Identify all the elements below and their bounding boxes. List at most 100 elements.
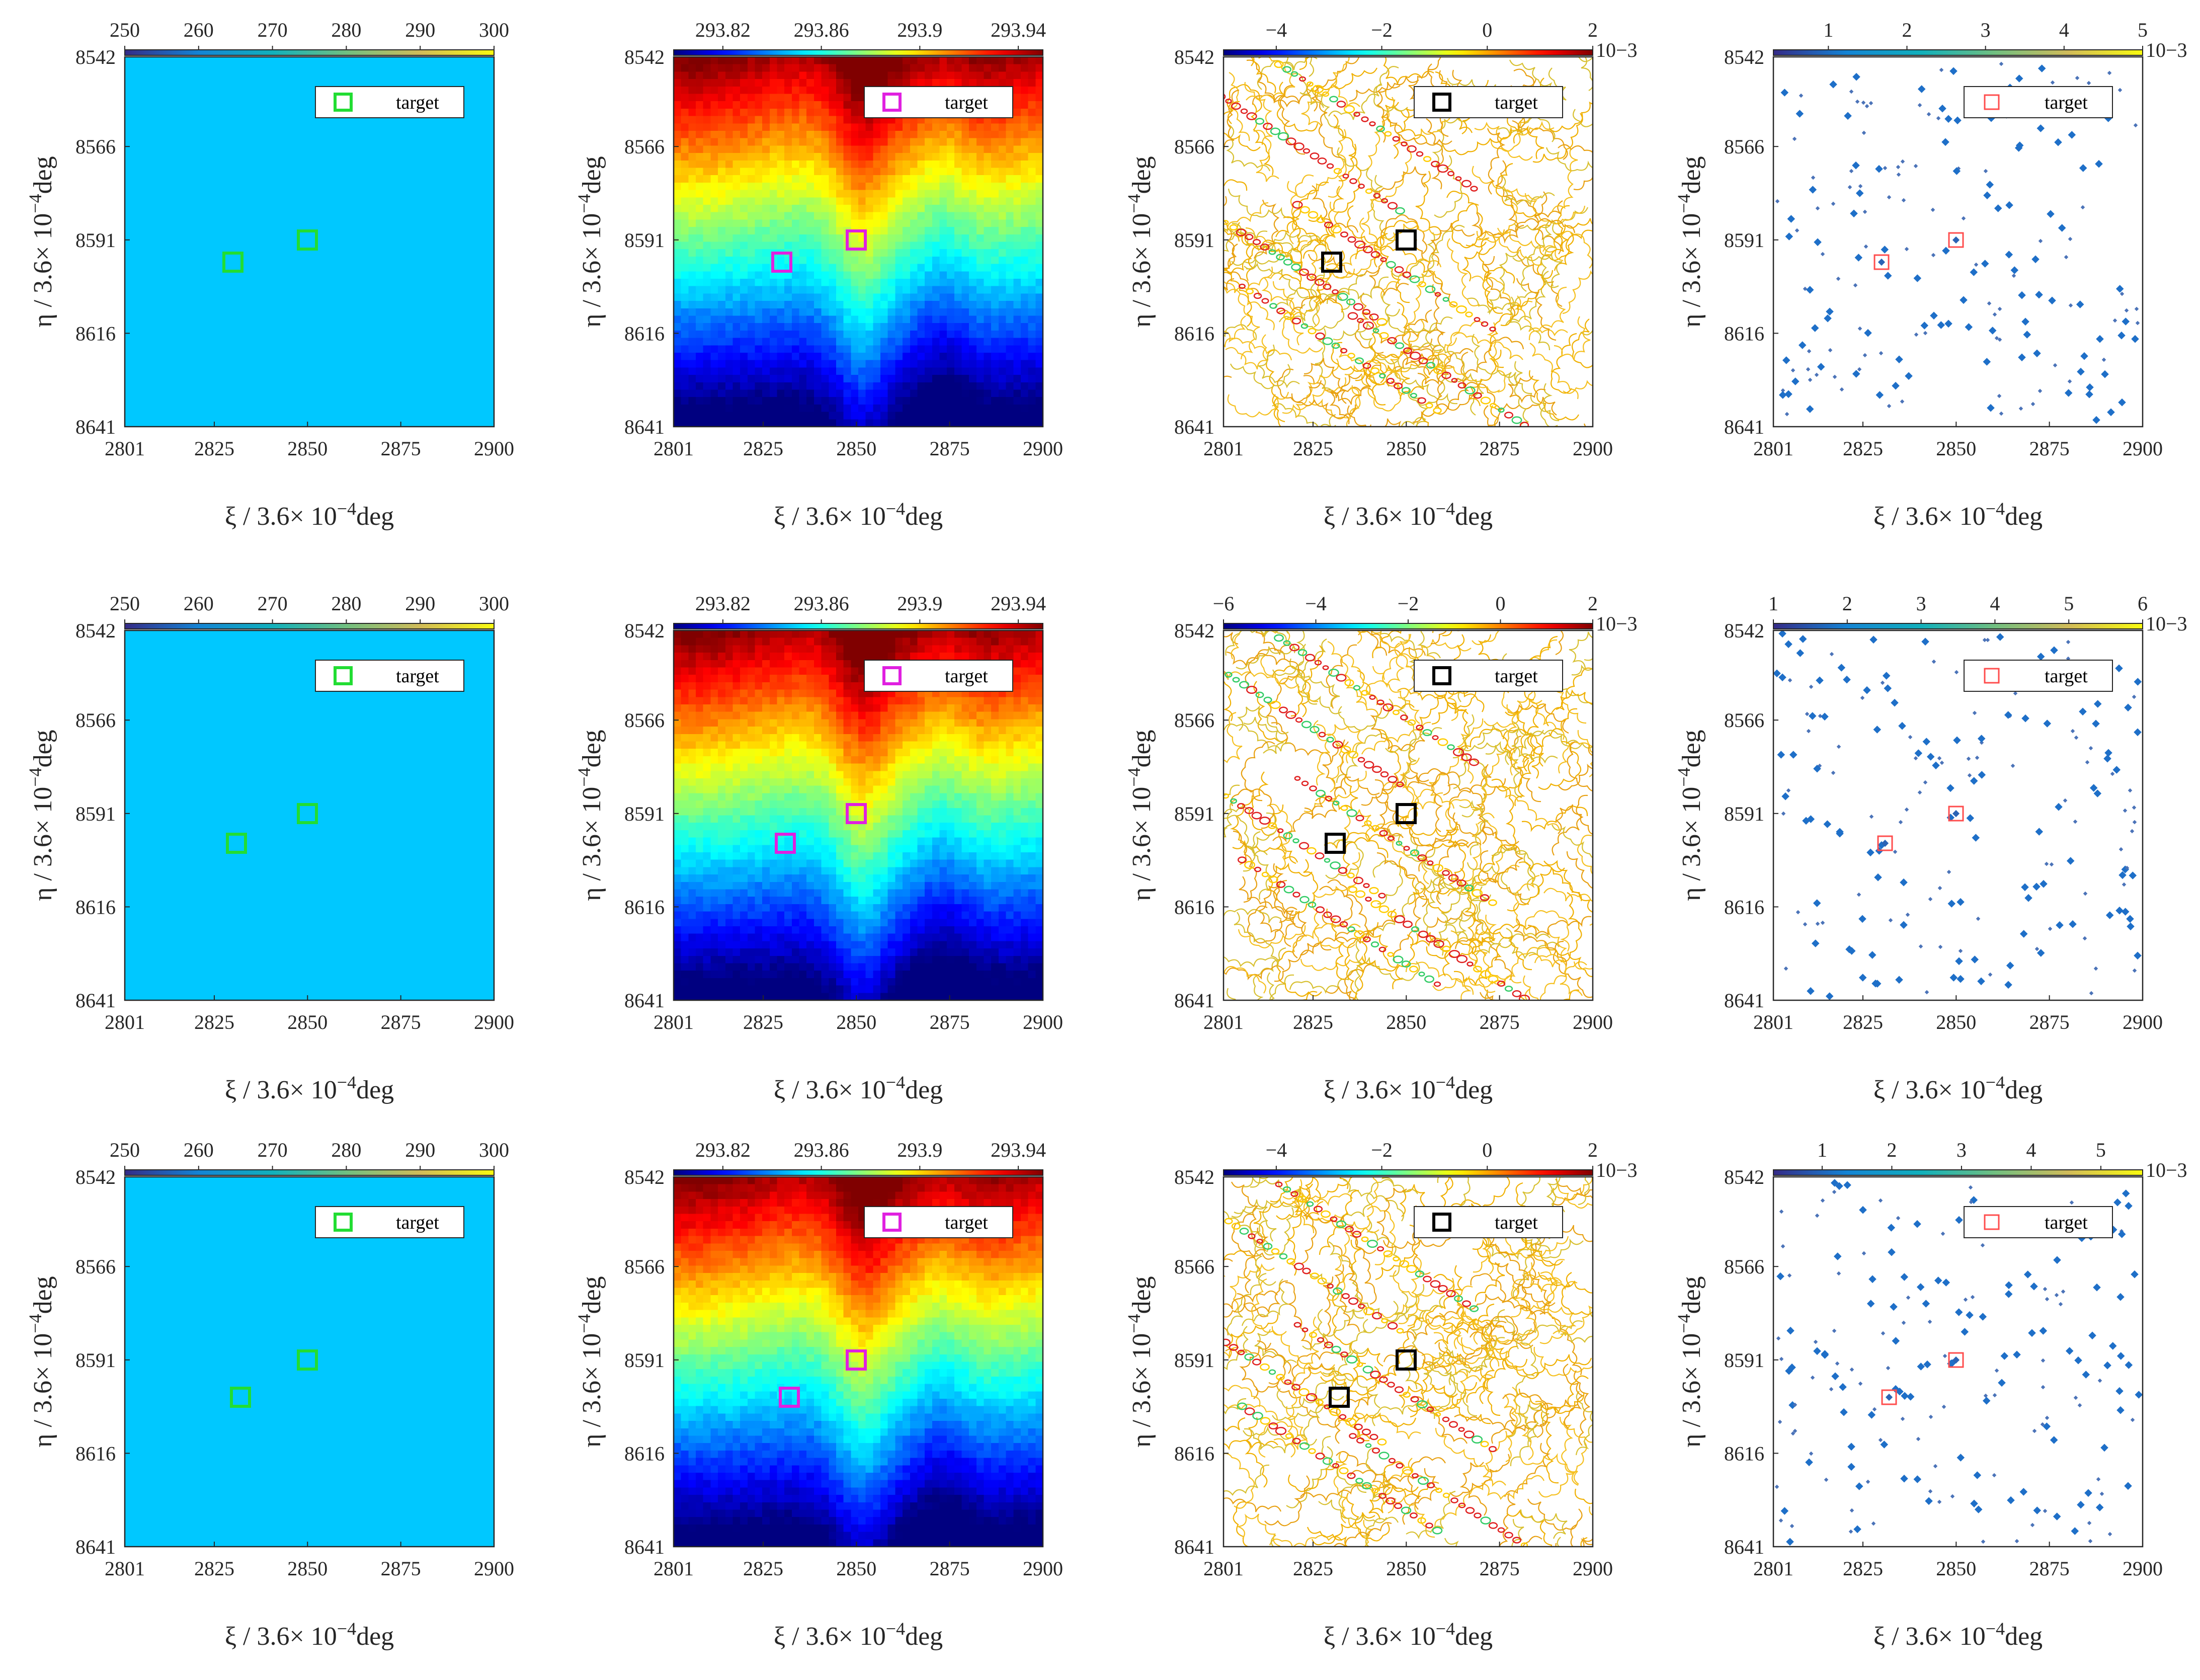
x-tick-label: 2825: [1843, 437, 1883, 460]
colorbar: −6 −4 −2 0 210−3: [1213, 592, 1638, 635]
colorbar: 250 260 270 280 290 300: [110, 19, 509, 56]
legend-label: target: [945, 92, 988, 113]
colorbar: 293.82 293.86 293.9 293.94: [673, 1139, 1046, 1176]
colorbar-tick-label: 3: [1916, 592, 1926, 615]
colorbar-tick-label: 293.82: [695, 19, 751, 41]
x-axis-label-unit: deg: [356, 1622, 394, 1651]
legend-label: target: [1495, 666, 1538, 687]
x-tick-label: 2900: [1023, 1011, 1063, 1033]
x-tick-label: 2850: [1936, 437, 1976, 460]
y-axis-label-main: η / 3.6× 10: [1677, 787, 1706, 901]
colorbar: 1 2 3 4 510−3: [1773, 19, 2187, 61]
legend-label: target: [1495, 1212, 1538, 1233]
chart-panel-r2-c1: 2801 2825 2850 2875 2900 8542 8566 8591 8616 8641…: [1, 574, 551, 1134]
y-axis-label: η / 3.6× 10−4deg: [574, 730, 606, 901]
plot-area: [674, 630, 1043, 1000]
x-axis-label-unit: deg: [356, 1076, 394, 1104]
y-tick-label: 8641: [624, 1536, 665, 1558]
target-marker: [779, 1387, 800, 1408]
legend-label: target: [2045, 666, 2088, 687]
legend-box: [1964, 86, 2113, 118]
legend: target: [1414, 1206, 1563, 1238]
axis-ticks: 2801 2825 2850 2875 2900 8542 8566 8591 8616 8641: [75, 1166, 514, 1580]
colorbar-tick-label: 293.86: [794, 1139, 849, 1161]
x-axis-label-unit: deg: [1455, 1622, 1493, 1651]
y-tick-label: 8566: [75, 135, 116, 158]
colorbar-tick-label: 270: [258, 19, 288, 41]
colorbar: 250 260 270 280 290 300: [110, 592, 509, 629]
y-tick-label: 8591: [624, 1349, 665, 1372]
x-tick-label: 2875: [2029, 1557, 2070, 1580]
axes-frame: [1772, 1176, 2144, 1548]
x-tick-label: 2801: [654, 1557, 694, 1580]
y-tick-label: 8566: [1174, 1255, 1214, 1278]
x-axis-label: ξ / 3.6× 10−4deg: [225, 1619, 394, 1651]
chart-panel-r3-c2: 2801 2825 2850 2875 2900 8542 8566 8591 8616 8641…: [550, 1120, 1100, 1680]
plot-area: [1224, 630, 1593, 1000]
colorbar-exponent: 10−3: [1596, 612, 1638, 635]
y-tick-label: 8591: [1724, 1349, 1764, 1372]
y-tick-label: 8542: [75, 46, 116, 68]
x-axis-label-unit: deg: [356, 502, 394, 531]
y-tick-label: 8616: [75, 322, 116, 345]
colorbar-tick-label: 3: [1957, 1139, 1967, 1161]
colorbar-tick-label: −2: [1398, 592, 1419, 615]
colorbar-tick-label: −6: [1213, 592, 1235, 615]
colorbar-tick-label: 250: [110, 19, 140, 41]
legend-marker: [1432, 666, 1451, 685]
plot-area: [1224, 57, 1593, 427]
colorbar: 1 2 3 4 5 610−3: [1768, 592, 2187, 635]
targets: [1877, 806, 1964, 851]
legend: target: [1964, 1206, 2113, 1238]
target-marker: [1948, 232, 1964, 248]
x-axis-label-main: ξ / 3.6× 10: [774, 1622, 886, 1651]
y-axis-label-main: η / 3.6× 10: [29, 213, 57, 328]
y-tick-label: 8616: [624, 896, 665, 918]
y-tick-label: 8591: [1724, 803, 1764, 825]
target-marker: [1396, 803, 1417, 824]
legend: target: [1964, 86, 2113, 118]
x-axis-label-main: ξ / 3.6× 10: [1873, 1076, 1986, 1104]
x-axis-label-exp: −4: [886, 499, 905, 519]
legend-label: target: [2045, 1212, 2088, 1233]
x-tick-label: 2825: [1293, 1557, 1333, 1580]
target-marker: [846, 1349, 867, 1371]
x-axis-label-unit: deg: [905, 1076, 943, 1104]
target-point: [1878, 258, 1886, 266]
y-tick-label: 8542: [75, 619, 116, 642]
x-axis-label-exp: −4: [1436, 499, 1455, 519]
x-axis-label-exp: −4: [886, 1072, 905, 1092]
x-axis-label-unit: deg: [905, 502, 943, 531]
legend: target: [864, 86, 1013, 118]
x-axis-label: ξ / 3.6× 10−4deg: [774, 1619, 943, 1651]
x-tick-label: 2825: [1843, 1011, 1883, 1033]
y-axis-label-unit: deg: [1127, 156, 1156, 194]
axis-ticks: 2801 2825 2850 2875 2900 8542 8566 8591 8616 8641: [1724, 46, 2163, 460]
x-axis-label: ξ / 3.6× 10−4deg: [225, 499, 394, 531]
axes-frame: [1223, 629, 1594, 1001]
x-axis-label: ξ / 3.6× 10−4deg: [1873, 1072, 2043, 1104]
legend-marker: [334, 93, 353, 112]
y-tick-label: 8641: [75, 989, 116, 1012]
legend-box: [1414, 660, 1563, 692]
y-tick-label: 8616: [75, 1442, 116, 1465]
x-tick-label: 2875: [930, 1557, 970, 1580]
targets: [1321, 229, 1417, 273]
y-tick-label: 8616: [1174, 896, 1214, 918]
target-marker: [297, 229, 318, 251]
colorbar-strip: [1773, 49, 2143, 56]
legend-box: [1964, 1206, 2113, 1238]
y-axis-label-main: η / 3.6× 10: [1127, 787, 1156, 901]
x-axis-label-main: ξ / 3.6× 10: [1324, 1622, 1436, 1651]
y-axis-label-unit: deg: [1127, 730, 1156, 767]
axes-frame: [124, 1176, 495, 1548]
y-axis-label-exp: −4: [25, 194, 45, 213]
y-axis-label-exp: −4: [1124, 194, 1144, 213]
legend-box: [864, 86, 1013, 118]
y-tick-label: 8542: [1724, 1166, 1764, 1188]
target-marker: [846, 229, 867, 251]
y-tick-label: 8641: [624, 416, 665, 438]
y-axis-label: η / 3.6× 10−4deg: [574, 156, 606, 327]
x-axis-label-main: ξ / 3.6× 10: [225, 502, 337, 531]
chart-svg: 2801 2825 2850 2875 2900 8542 8566 8591 8616 8641…: [1124, 19, 1638, 531]
